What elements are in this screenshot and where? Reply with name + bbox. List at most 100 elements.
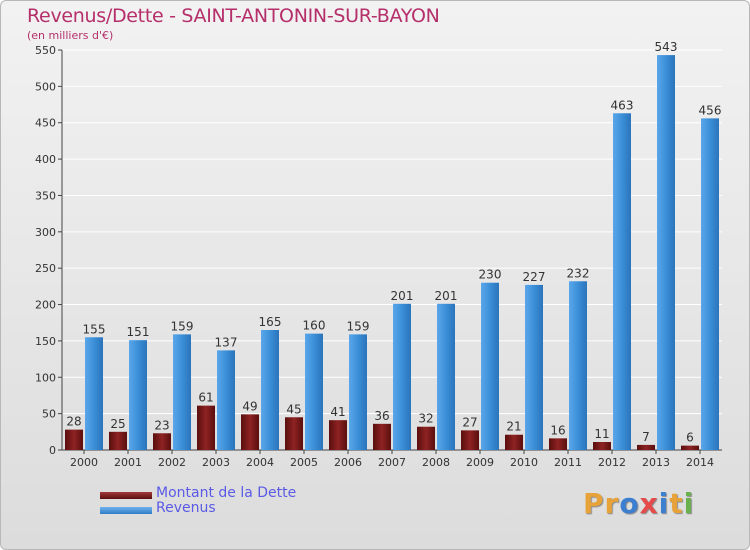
x-tick-label: 2007 — [378, 456, 406, 469]
legend-label-dette: Montant de la Dette — [156, 485, 297, 501]
bar-label-revenus: 227 — [523, 270, 546, 284]
logo-letter: r — [604, 487, 620, 520]
bar-label-revenus: 155 — [83, 322, 106, 336]
x-tick-label: 2010 — [510, 456, 538, 469]
bar-revenus — [393, 303, 411, 450]
y-tick-label: 300 — [35, 226, 56, 239]
bar-label-dette: 27 — [462, 415, 477, 429]
bar-label-revenus: 137 — [215, 335, 238, 349]
bar-dette — [417, 426, 435, 450]
bar-dette — [505, 434, 523, 450]
bar-label-dette: 41 — [330, 405, 345, 419]
x-tick-label: 2005 — [290, 456, 318, 469]
x-tick-label: 2003 — [202, 456, 230, 469]
x-tick-label: 2002 — [158, 456, 186, 469]
y-tick-label: 200 — [35, 299, 56, 312]
bar-label-revenus: 159 — [347, 319, 370, 333]
y-tick-label: 350 — [35, 189, 56, 202]
bar-dette — [549, 438, 567, 450]
y-tick-label: 400 — [35, 153, 56, 166]
y-tick-label: 550 — [35, 44, 56, 57]
bar-revenus — [525, 284, 543, 450]
bar-label-dette: 32 — [418, 412, 433, 426]
y-tick-label: 100 — [35, 371, 56, 384]
bar-dette — [65, 429, 83, 450]
bar-dette — [197, 405, 215, 450]
bar-dette — [153, 433, 171, 450]
bar-dette — [461, 430, 479, 450]
bar-revenus — [657, 55, 675, 450]
bar-label-revenus: 165 — [259, 315, 282, 329]
x-tick-label: 2000 — [70, 456, 98, 469]
bar-label-revenus: 151 — [127, 325, 150, 339]
bar-label-dette: 45 — [286, 402, 301, 416]
bar-revenus — [437, 303, 455, 450]
x-tick-label: 2009 — [466, 456, 494, 469]
bar-dette — [373, 423, 391, 450]
bar-label-revenus: 201 — [391, 289, 414, 303]
logo-letter: x — [639, 487, 659, 520]
bar-revenus — [129, 340, 147, 450]
chart-title: Revenus/Dette - SAINT-ANTONIN-SUR-BAYON — [27, 5, 440, 27]
bar-label-dette: 28 — [66, 415, 81, 429]
legend-label-revenus: Revenus — [156, 500, 216, 516]
bar-dette — [241, 414, 259, 450]
bar-dette — [109, 431, 127, 450]
x-tick-label: 2008 — [422, 456, 450, 469]
bar-label-dette: 7 — [642, 430, 650, 444]
bar-label-dette: 25 — [110, 417, 125, 431]
x-tick-label: 2013 — [642, 456, 670, 469]
legend-swatch-revenus — [100, 507, 152, 514]
bar-revenus — [569, 281, 587, 450]
logo-letter: i — [683, 487, 695, 520]
y-tick-label: 0 — [49, 444, 56, 457]
bar-revenus — [349, 334, 367, 450]
bar-revenus — [173, 334, 191, 450]
bar-dette — [681, 445, 699, 450]
bar-label-revenus: 463 — [611, 98, 634, 112]
bar-label-revenus: 232 — [567, 266, 590, 280]
x-tick-label: 2004 — [246, 456, 274, 469]
bar-dette — [329, 420, 347, 450]
logo-letter: o — [619, 487, 640, 520]
bar-revenus — [261, 330, 279, 450]
y-tick-label: 450 — [35, 117, 56, 130]
x-tick-label: 2001 — [114, 456, 142, 469]
bar-revenus — [701, 118, 719, 450]
bar-label-revenus: 543 — [655, 40, 678, 54]
x-tick-label: 2011 — [554, 456, 582, 469]
bar-label-dette: 36 — [374, 409, 389, 423]
x-tick-label: 2006 — [334, 456, 362, 469]
bar-label-revenus: 201 — [435, 289, 458, 303]
bar-label-dette: 49 — [242, 399, 257, 413]
bar-label-dette: 6 — [686, 431, 694, 445]
bar-revenus — [481, 282, 499, 450]
x-tick-label: 2012 — [598, 456, 626, 469]
bar-dette — [285, 417, 303, 450]
bar-label-revenus: 230 — [479, 268, 502, 282]
bar-dette — [593, 442, 611, 450]
bar-revenus — [217, 350, 235, 450]
bar-revenus — [305, 333, 323, 450]
x-tick-label: 2014 — [686, 456, 714, 469]
bar-label-dette: 16 — [550, 423, 565, 437]
logo-letter: i — [658, 487, 670, 520]
bar-label-dette: 23 — [154, 418, 169, 432]
logo-letter: t — [669, 487, 684, 520]
bar-label-dette: 11 — [594, 427, 609, 441]
bar-dette — [637, 444, 655, 450]
y-tick-label: 150 — [35, 335, 56, 348]
bar-revenus — [613, 113, 631, 450]
y-tick-label: 250 — [35, 262, 56, 275]
bar-label-dette: 21 — [506, 420, 521, 434]
logo-letter: P — [583, 487, 605, 520]
bar-label-revenus: 456 — [699, 103, 722, 117]
bar-label-dette: 61 — [198, 391, 213, 405]
y-tick-label: 500 — [35, 80, 56, 93]
bar-label-revenus: 159 — [171, 319, 194, 333]
bar-label-revenus: 160 — [303, 319, 326, 333]
legend-swatch-dette — [100, 492, 152, 499]
y-tick-label: 50 — [42, 408, 56, 421]
chart-subtitle: (en milliers d'€) — [27, 29, 114, 42]
